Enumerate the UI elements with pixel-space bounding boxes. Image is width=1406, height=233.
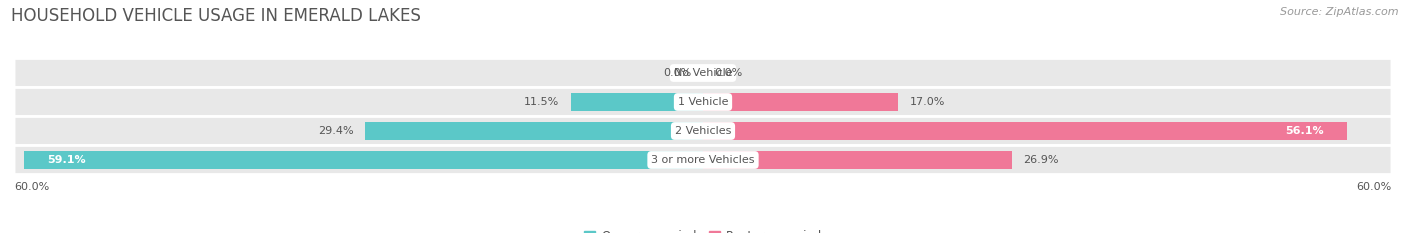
Text: 0.0%: 0.0%	[664, 68, 692, 78]
Text: 59.1%: 59.1%	[48, 155, 86, 165]
FancyBboxPatch shape	[14, 116, 1392, 145]
Text: 60.0%: 60.0%	[1357, 182, 1392, 192]
FancyBboxPatch shape	[14, 145, 1392, 175]
Text: 29.4%: 29.4%	[318, 126, 354, 136]
Legend: Owner-occupied, Renter-occupied: Owner-occupied, Renter-occupied	[579, 225, 827, 233]
Text: Source: ZipAtlas.com: Source: ZipAtlas.com	[1281, 7, 1399, 17]
Bar	[703, 122, 1347, 140]
Text: 60.0%: 60.0%	[14, 182, 49, 192]
FancyBboxPatch shape	[14, 88, 1392, 116]
Bar	[703, 151, 1012, 169]
Text: HOUSEHOLD VEHICLE USAGE IN EMERALD LAKES: HOUSEHOLD VEHICLE USAGE IN EMERALD LAKES	[11, 7, 422, 25]
Bar	[366, 122, 703, 140]
Bar	[571, 93, 703, 111]
Text: 26.9%: 26.9%	[1024, 155, 1059, 165]
Bar	[703, 93, 898, 111]
Text: No Vehicle: No Vehicle	[673, 68, 733, 78]
Text: 3 or more Vehicles: 3 or more Vehicles	[651, 155, 755, 165]
Bar	[24, 151, 703, 169]
Text: 56.1%: 56.1%	[1285, 126, 1324, 136]
Text: 2 Vehicles: 2 Vehicles	[675, 126, 731, 136]
FancyBboxPatch shape	[14, 58, 1392, 88]
Text: 17.0%: 17.0%	[910, 97, 945, 107]
Text: 1 Vehicle: 1 Vehicle	[678, 97, 728, 107]
Text: 0.0%: 0.0%	[714, 68, 742, 78]
Text: 11.5%: 11.5%	[524, 97, 560, 107]
